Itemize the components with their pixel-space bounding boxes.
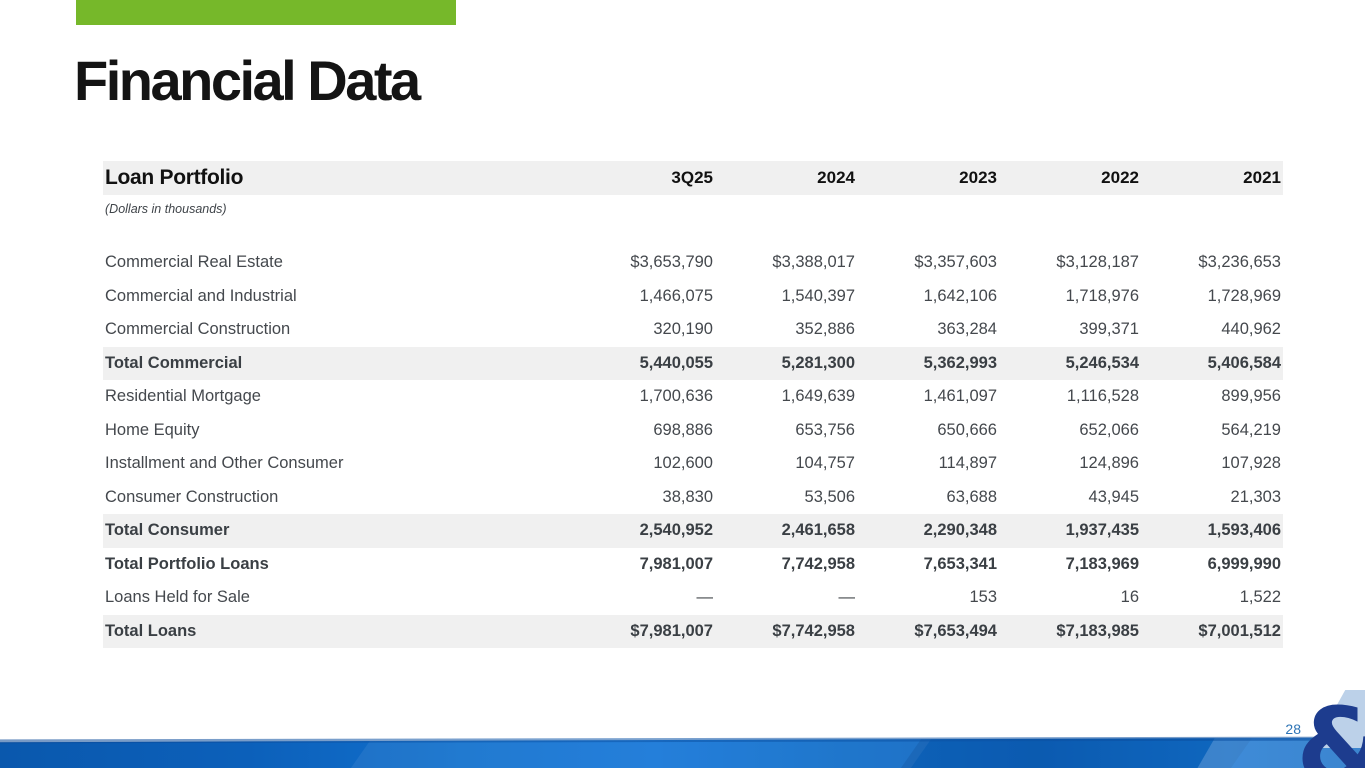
cell-value: 153: [969, 588, 997, 607]
loan-portfolio-table: Loan Portfolio 3Q25 2024 2023 2022 2021 (Dol…: [103, 161, 1283, 648]
cell-value: 5,246,534: [1065, 353, 1139, 372]
page-number: 28: [1285, 721, 1301, 737]
cell-value: 43,945: [1088, 487, 1139, 506]
ampersand-logo: &: [1296, 694, 1365, 768]
row-label: Total Portfolio Loans: [105, 554, 269, 573]
table-title: Loan Portfolio: [105, 166, 244, 189]
cell-value: 1,642,106: [923, 286, 997, 305]
table-row: Installment and Other Consumer 102,600 104…: [103, 447, 1283, 481]
cell-value: 320,190: [653, 320, 713, 339]
table-row: Home Equity 698,886 653,756 650,666 652,066 5…: [103, 414, 1283, 448]
cell-value: 1,593,406: [1207, 521, 1281, 540]
table-header-row: Loan Portfolio 3Q25 2024 2023 2022 2021: [103, 161, 1283, 195]
cell-value: 1,718,976: [1065, 286, 1139, 305]
column-header: 2022: [1101, 168, 1139, 187]
cell-value: 7,183,969: [1065, 554, 1139, 573]
table-row: Loans Held for Sale — — 153 16 1,522: [103, 581, 1283, 615]
row-label: Residential Mortgage: [105, 387, 261, 406]
cell-value: 5,362,993: [923, 353, 997, 372]
cell-value: 2,540,952: [639, 521, 713, 540]
cell-value: $3,653,790: [630, 253, 713, 272]
cell-value: 899,956: [1221, 387, 1281, 406]
cell-value: $7,742,958: [772, 621, 855, 640]
cell-value: $3,388,017: [772, 253, 855, 272]
row-label: Total Loans: [105, 621, 197, 640]
cell-value: 1,649,639: [781, 387, 855, 406]
cell-value: 114,897: [938, 454, 997, 473]
cell-value: 363,284: [937, 320, 997, 339]
cell-value: 564,219: [1221, 420, 1281, 439]
table-row: Total Loans $7,981,007 $7,742,958 $7,653,49…: [103, 614, 1283, 648]
cell-value: $3,236,653: [1198, 253, 1281, 272]
cell-value: 7,653,341: [923, 554, 997, 573]
table-row: Total Portfolio Loans 7,981,007 7,742,958 7…: [103, 548, 1283, 582]
cell-value: 6,999,990: [1207, 554, 1281, 573]
row-label: Total Commercial: [105, 353, 243, 372]
row-label: Commercial Construction: [105, 320, 291, 339]
cell-value: 16: [1120, 588, 1139, 607]
column-header: 2023: [959, 168, 997, 187]
row-label: Commercial Real Estate: [105, 253, 283, 272]
table-row: Commercial and Industrial 1,466,075 1,540,…: [103, 280, 1283, 314]
table-row: Consumer Construction 38,830 53,506 63,688 4…: [103, 481, 1283, 515]
cell-value: 2,290,348: [923, 521, 997, 540]
cell-value: 698,886: [653, 420, 713, 439]
cell-value: $3,128,187: [1056, 253, 1139, 272]
column-header: 2024: [817, 168, 855, 187]
cell-value: $7,981,007: [630, 621, 713, 640]
table-row: Total Consumer 2,540,952 2,461,658 2,290,34…: [103, 514, 1283, 548]
cell-value: —: [696, 588, 714, 607]
cell-value: $7,001,512: [1198, 621, 1281, 640]
cell-value: $7,183,985: [1056, 621, 1139, 640]
cell-value: 7,981,007: [639, 554, 713, 573]
cell-value: 21,303: [1230, 487, 1281, 506]
cell-value: 5,406,584: [1207, 353, 1281, 372]
row-label: Loans Held for Sale: [105, 588, 250, 607]
cell-value: 650,666: [937, 420, 997, 439]
cell-value: 1,461,097: [923, 387, 997, 406]
cell-value: 104,757: [795, 454, 855, 473]
cell-value: 107,928: [1221, 454, 1281, 473]
cell-value: 1,116,528: [1066, 387, 1139, 406]
cell-value: 440,962: [1221, 320, 1281, 339]
cell-value: $7,653,494: [914, 621, 997, 640]
cell-value: 124,896: [1079, 454, 1139, 473]
table-subtitle: (Dollars in thousands): [105, 202, 227, 216]
cell-value: —: [838, 588, 856, 607]
cell-value: 399,371: [1079, 320, 1139, 339]
cell-value: 7,742,958: [781, 554, 855, 573]
cell-value: 352,886: [795, 320, 855, 339]
cell-value: 38,830: [662, 487, 713, 506]
column-header: 3Q25: [671, 168, 713, 187]
cell-value: 1,700,636: [639, 387, 713, 406]
cell-value: 2,461,658: [781, 521, 855, 540]
cell-value: 1,522: [1239, 588, 1281, 607]
column-header: 2021: [1243, 168, 1281, 187]
page-title: Financial Data: [74, 49, 421, 112]
table-row: Commercial Construction 320,190 352,886 363…: [103, 313, 1283, 347]
accent-bar: [76, 0, 456, 25]
row-label: Consumer Construction: [105, 487, 279, 506]
cell-value: 102,600: [653, 454, 713, 473]
row-label: Installment and Other Consumer: [105, 454, 344, 473]
table-row: Commercial Real Estate $3,653,790 $3,388,0…: [103, 246, 1283, 280]
cell-value: 5,440,055: [639, 353, 713, 372]
cell-value: 1,540,397: [781, 286, 855, 305]
table-body: Commercial Real Estate $3,653,790 $3,388,0…: [103, 246, 1283, 648]
cell-value: 1,728,969: [1207, 286, 1281, 305]
cell-value: 53,506: [804, 487, 855, 506]
cell-value: $3,357,603: [914, 253, 997, 272]
cell-value: 63,688: [946, 487, 997, 506]
cell-value: 1,937,435: [1065, 521, 1139, 540]
table-row: Total Commercial 5,440,055 5,281,300 5,362,…: [103, 346, 1283, 380]
table-row: Residential Mortgage 1,700,636 1,649,639 1,…: [103, 380, 1283, 414]
cell-value: 1,466,075: [639, 286, 713, 305]
row-label: Commercial and Industrial: [105, 286, 297, 305]
cell-value: 652,066: [1079, 420, 1139, 439]
row-label: Total Consumer: [105, 521, 230, 540]
row-label: Home Equity: [105, 420, 200, 439]
cell-value: 653,756: [795, 420, 855, 439]
cell-value: 5,281,300: [781, 353, 855, 372]
